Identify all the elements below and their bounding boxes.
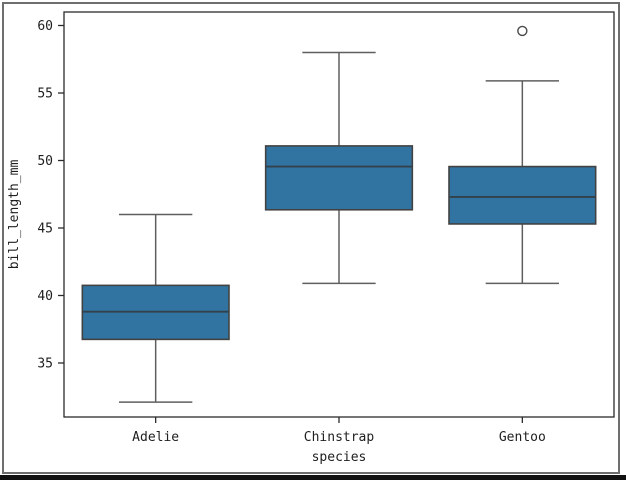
iqr-box (448, 165, 597, 225)
window-bottom-edge (0, 475, 626, 480)
outlier-point (517, 25, 528, 37)
iqr-box (264, 145, 414, 211)
y-tick-label: 35 (37, 357, 53, 372)
y-tick-label: 55 (37, 87, 53, 102)
x-axis-label: species (312, 450, 367, 465)
box-adelie (81, 213, 230, 403)
x-tick-label: Chinstrap (304, 430, 375, 445)
y-tick-label: 45 (37, 222, 53, 237)
y-tick-label: 40 (37, 289, 53, 304)
y-tick-label: 50 (37, 154, 53, 169)
box-gentoo (448, 25, 597, 285)
box-chinstrap (264, 51, 414, 285)
x-tick-label: Adelie (132, 430, 179, 445)
y-axis-label: bill_length_mm (7, 160, 22, 270)
y-tick-label: 60 (37, 19, 53, 34)
x-tick-label: Gentoo (499, 430, 546, 445)
